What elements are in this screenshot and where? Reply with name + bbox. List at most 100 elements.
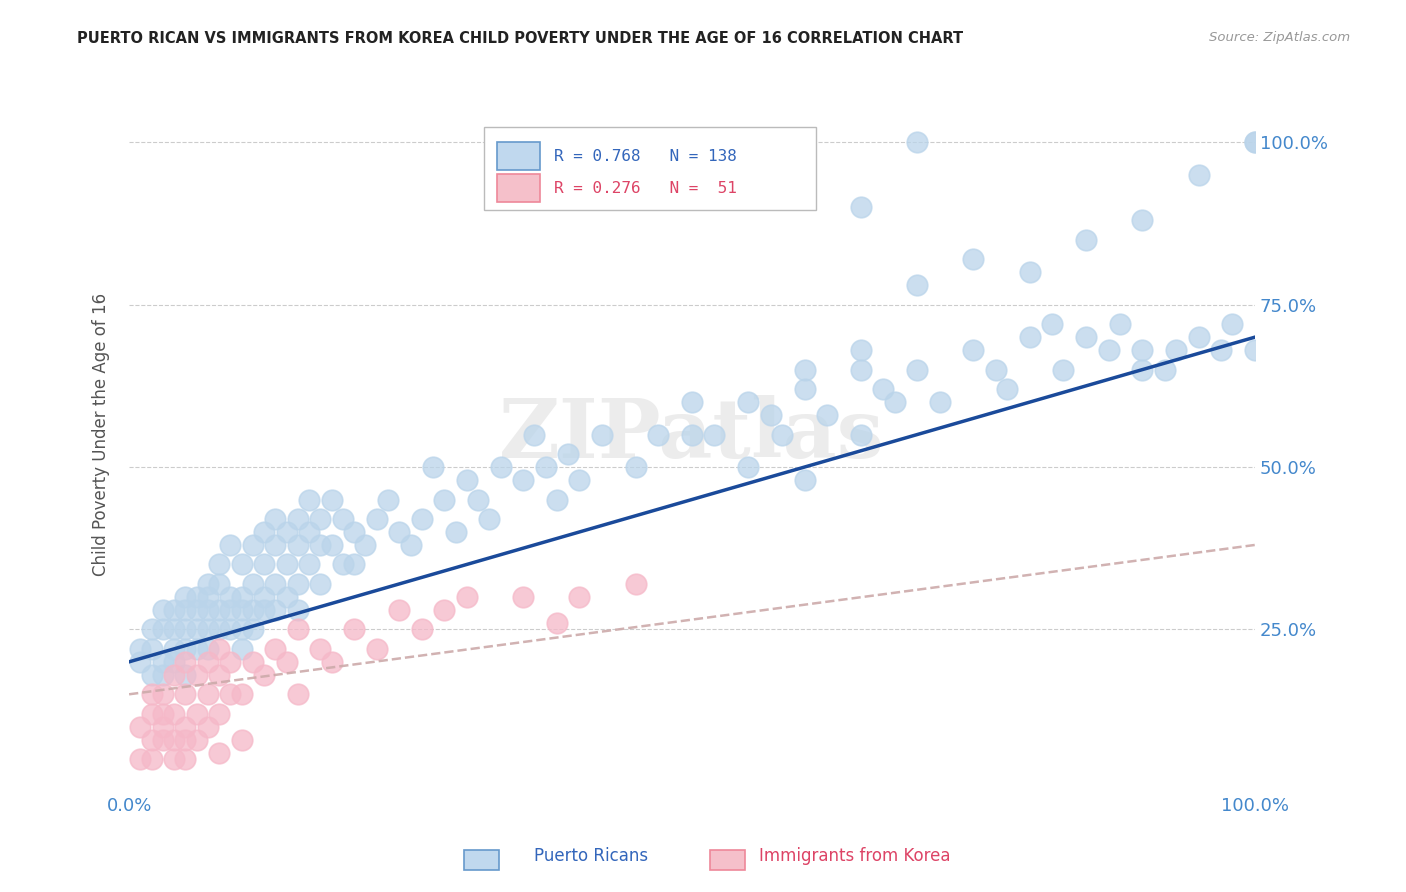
Point <box>197 641 219 656</box>
Point <box>1164 343 1187 358</box>
Point <box>568 590 591 604</box>
Point <box>456 590 478 604</box>
Point <box>197 720 219 734</box>
Text: Immigrants from Korea: Immigrants from Korea <box>759 847 950 865</box>
Point <box>219 623 242 637</box>
Point <box>141 623 163 637</box>
Point <box>152 668 174 682</box>
Point <box>253 590 276 604</box>
Point <box>467 492 489 507</box>
Point <box>1130 362 1153 376</box>
Point <box>309 538 332 552</box>
Point <box>287 687 309 701</box>
Point <box>523 427 546 442</box>
Point <box>208 668 231 682</box>
Bar <box>498 142 540 170</box>
Point <box>568 473 591 487</box>
Point <box>231 641 253 656</box>
Text: R = 0.276   N =  51: R = 0.276 N = 51 <box>554 181 737 195</box>
Point <box>1074 330 1097 344</box>
Point <box>264 512 287 526</box>
Point <box>343 623 366 637</box>
Point <box>208 558 231 572</box>
Point <box>411 623 433 637</box>
Point <box>849 200 872 214</box>
Point <box>219 590 242 604</box>
Point <box>208 603 231 617</box>
Point <box>197 603 219 617</box>
Point <box>253 558 276 572</box>
Point <box>152 732 174 747</box>
Point <box>186 668 208 682</box>
Point <box>298 558 321 572</box>
Point <box>174 668 197 682</box>
Point <box>208 641 231 656</box>
Point <box>276 590 298 604</box>
Text: Source: ZipAtlas.com: Source: ZipAtlas.com <box>1209 31 1350 45</box>
Point <box>1187 168 1209 182</box>
Point <box>197 655 219 669</box>
Point <box>883 395 905 409</box>
Point <box>388 603 411 617</box>
Point <box>546 615 568 630</box>
Point <box>354 538 377 552</box>
Bar <box>498 174 540 202</box>
Point <box>332 512 354 526</box>
Point <box>287 603 309 617</box>
Point <box>793 473 815 487</box>
Point <box>309 512 332 526</box>
Point <box>411 512 433 526</box>
Point <box>681 427 703 442</box>
Point <box>534 460 557 475</box>
Point <box>456 473 478 487</box>
Point <box>849 362 872 376</box>
Point <box>905 136 928 150</box>
Point <box>174 590 197 604</box>
Point <box>1244 136 1267 150</box>
Point <box>231 558 253 572</box>
Point <box>928 395 950 409</box>
Point <box>197 590 219 604</box>
Point <box>512 473 534 487</box>
Point <box>332 558 354 572</box>
Point <box>995 382 1018 396</box>
Point <box>321 655 343 669</box>
Point <box>242 577 264 591</box>
Point <box>152 687 174 701</box>
Point <box>1018 265 1040 279</box>
Point <box>793 382 815 396</box>
Point <box>298 524 321 539</box>
Point <box>309 577 332 591</box>
Point <box>129 720 152 734</box>
Point <box>309 641 332 656</box>
Point <box>129 655 152 669</box>
Text: R = 0.768   N = 138: R = 0.768 N = 138 <box>554 148 737 163</box>
Point <box>1097 343 1119 358</box>
Point <box>141 641 163 656</box>
Point <box>1052 362 1074 376</box>
Point <box>1074 233 1097 247</box>
Point <box>152 603 174 617</box>
Point <box>242 603 264 617</box>
Point <box>129 641 152 656</box>
Point <box>1153 362 1175 376</box>
Point <box>343 524 366 539</box>
Point <box>366 641 388 656</box>
Point <box>759 408 782 422</box>
Point <box>984 362 1007 376</box>
Point <box>129 752 152 766</box>
Point <box>377 492 399 507</box>
Point <box>264 603 287 617</box>
Point <box>253 668 276 682</box>
Point <box>422 460 444 475</box>
Point <box>219 687 242 701</box>
Point <box>231 590 253 604</box>
Point <box>186 603 208 617</box>
Point <box>152 720 174 734</box>
Text: PUERTO RICAN VS IMMIGRANTS FROM KOREA CHILD POVERTY UNDER THE AGE OF 16 CORRELAT: PUERTO RICAN VS IMMIGRANTS FROM KOREA CH… <box>77 31 963 46</box>
Point <box>624 460 647 475</box>
Point <box>770 427 793 442</box>
Point <box>219 655 242 669</box>
Point <box>681 395 703 409</box>
Point <box>186 641 208 656</box>
